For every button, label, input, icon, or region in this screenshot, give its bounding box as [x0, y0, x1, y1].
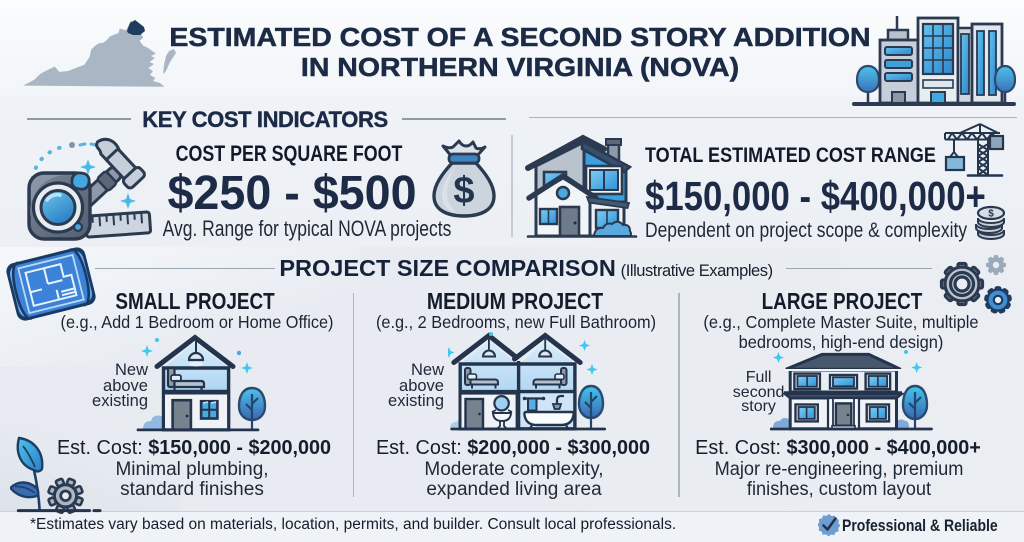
- svg-text:$: $: [453, 170, 474, 212]
- svg-text:$: $: [988, 209, 994, 220]
